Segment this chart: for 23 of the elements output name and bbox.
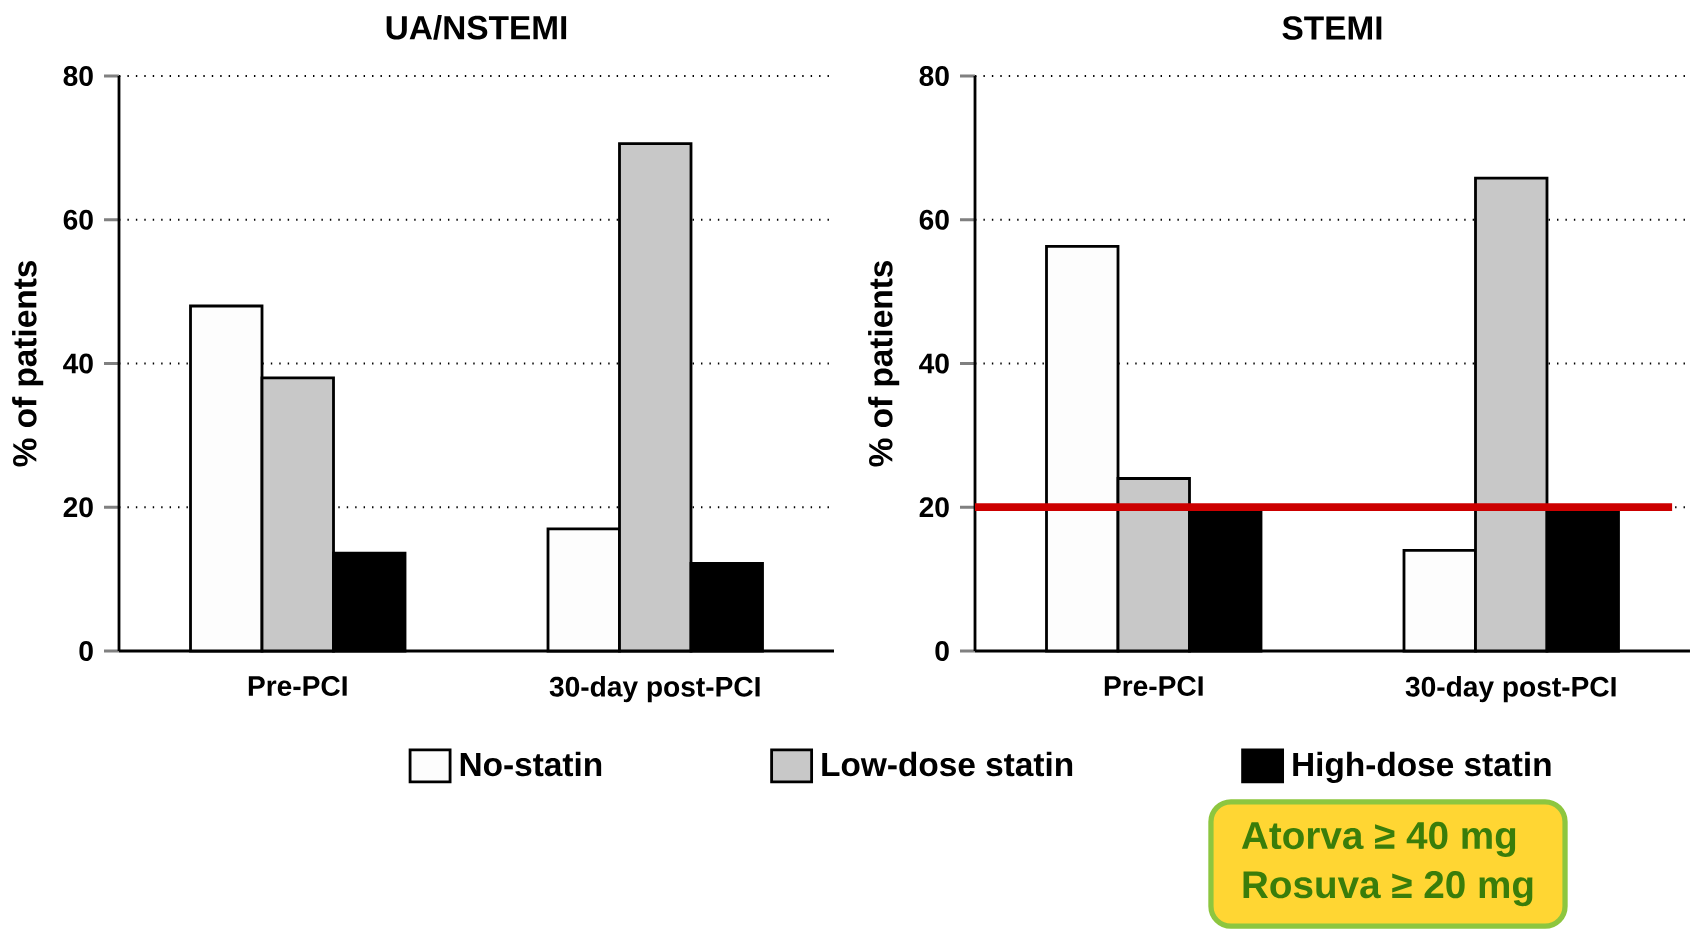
y-tick-label: 0 [935,641,949,661]
y-tick-label: 20 [63,497,93,518]
y-tick-label: 0 [79,641,93,661]
y-tick-label: 40 [63,353,93,374]
y-axis-title: % of patients [12,261,44,467]
y-tick-label: 60 [919,209,949,230]
legend-label: Low-dose statin [822,751,1073,777]
chart-title: UA/NSTEMI [386,14,567,40]
x-tick-label: 30-day post-PCI [1405,676,1616,703]
y-tick-label: 40 [919,353,949,374]
text: Rosuva ≥ 20 mg [1243,871,1533,907]
x-tick-label: 30-day post-PCI [549,676,760,703]
y-tick-label: 60 [63,209,93,230]
y-tick-label: 80 [919,66,949,86]
text: Atorva ≥ 40 mg [1241,821,1516,857]
legend-label: High-dose statin [1293,751,1551,784]
chart-title: STEMI [1282,16,1382,40]
y-axis-title: % of patients [868,261,900,467]
legend-label: No-statin [460,751,602,777]
y-tick-label: 80 [63,66,93,86]
x-tick-label: Pre-PCI [1104,676,1203,696]
x-tick-label: Pre-PCI [248,676,347,696]
y-tick-label: 20 [919,497,949,518]
